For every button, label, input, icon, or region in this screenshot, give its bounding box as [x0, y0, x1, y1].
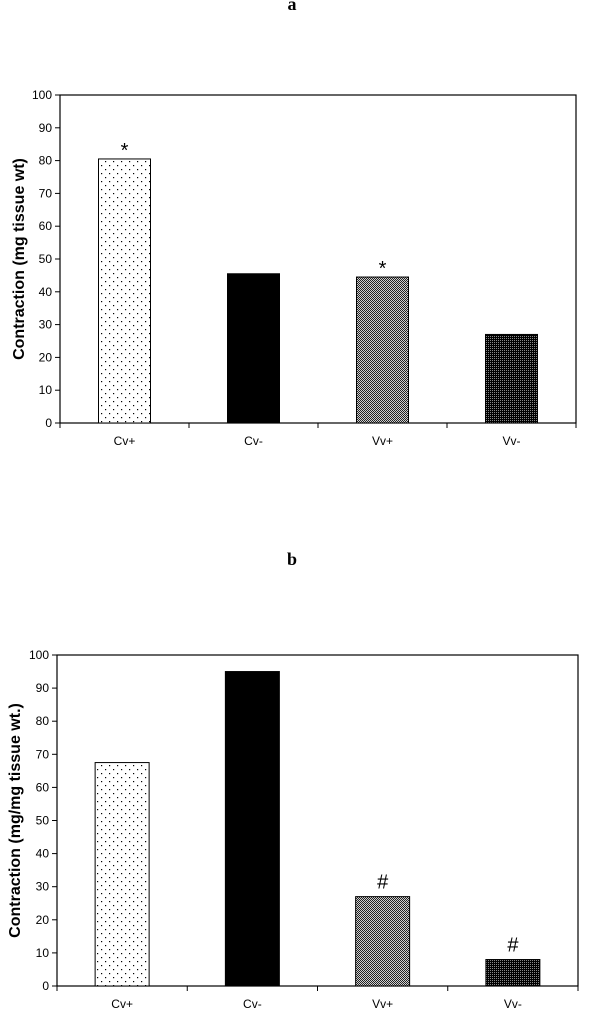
- significance-marker: #: [507, 935, 519, 957]
- y-tick-label: 0: [45, 416, 52, 430]
- category-label: Vv-: [504, 997, 522, 1011]
- category-label: Cv-: [244, 434, 263, 448]
- y-tick-label: 70: [39, 186, 53, 200]
- y-axis-label: Contraction (mg/mg tissue wt.): [7, 703, 24, 938]
- category-label: Vv-: [503, 434, 521, 448]
- bar-Vv-: [485, 959, 541, 987]
- y-tick-label: 40: [36, 847, 50, 861]
- y-tick-label: 10: [39, 383, 53, 397]
- bar-Cv-: [224, 671, 280, 987]
- significance-marker: *: [121, 140, 129, 162]
- y-tick-label: 50: [39, 252, 53, 266]
- category-label: Cv+: [111, 997, 133, 1011]
- y-tick-label: 50: [36, 814, 50, 828]
- bar-Vv+: [355, 896, 411, 987]
- category-label: Cv+: [114, 434, 136, 448]
- significance-marker: *: [379, 258, 387, 280]
- y-axis-label: Contraction (mg tissue wt): [11, 158, 28, 360]
- bar-Cv+: [98, 158, 151, 424]
- y-tick-label: 30: [39, 318, 53, 332]
- category-label: Cv-: [243, 997, 262, 1011]
- y-tick-label: 80: [39, 154, 53, 168]
- y-tick-label: 40: [39, 285, 53, 299]
- bar-Cv-: [227, 273, 280, 424]
- bar-Vv-: [485, 333, 538, 424]
- category-label: Vv+: [372, 434, 393, 448]
- panel-b-label: b: [286, 549, 297, 569]
- y-tick-label: 30: [36, 880, 50, 894]
- y-tick-label: 60: [36, 780, 50, 794]
- y-tick-label: 20: [39, 350, 53, 364]
- y-tick-label: 0: [42, 979, 49, 993]
- significance-marker: #: [377, 872, 389, 894]
- y-tick-label: 70: [36, 747, 50, 761]
- y-tick-label: 90: [39, 121, 53, 135]
- y-tick-label: 100: [29, 648, 49, 662]
- y-tick-label: 60: [39, 219, 53, 233]
- y-tick-label: 10: [36, 946, 50, 960]
- chart-b: 0 10 20 30 40 50 60 70 80 90 100 Contraction (mg/mg…: [7, 648, 579, 1011]
- category-label: Vv+: [372, 997, 393, 1011]
- bar-Cv+: [94, 762, 150, 987]
- y-tick-label: 100: [32, 88, 52, 102]
- y-tick-label: 20: [36, 913, 50, 927]
- y-tick-label: 90: [36, 681, 50, 695]
- chart-a: 0 10 20 30 40 50 60 70 80 90 100 Contraction (mg ti…: [11, 88, 577, 448]
- y-tick-label: 80: [36, 714, 50, 728]
- panel-a-label: a: [287, 0, 297, 14]
- bar-Vv+: [356, 276, 409, 424]
